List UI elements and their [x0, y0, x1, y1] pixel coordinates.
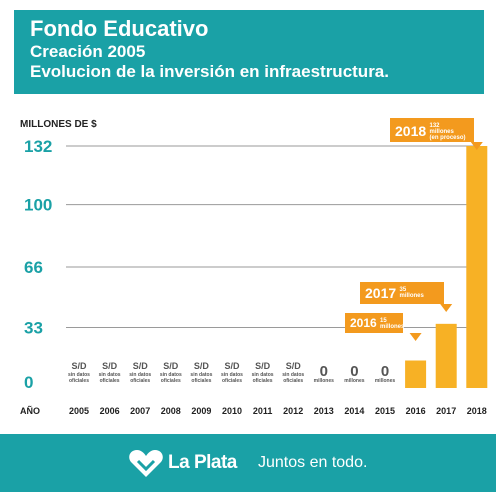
- bar-label-value: 0: [350, 363, 358, 380]
- bar-label-note: sin datos: [68, 372, 90, 378]
- callout-unit: millones: [430, 129, 455, 135]
- bar-label-note: sin datos: [252, 372, 274, 378]
- bar-label-note: oficiales: [161, 378, 181, 384]
- x-tick-label: 2007: [130, 406, 150, 416]
- x-tick-label: 2005: [69, 406, 89, 416]
- callout-pointer: [440, 304, 453, 312]
- x-tick-label: 2009: [191, 406, 211, 416]
- bar-chart: MILLONES DE $ 0 33 66 100 132 AÑO 2005 2006 2007 2…: [20, 118, 488, 416]
- bar-label-note: millones: [375, 378, 396, 384]
- bar-label-note: oficiales: [283, 378, 303, 384]
- bar-label-note: oficiales: [253, 378, 273, 384]
- x-axis-label: AÑO: [20, 406, 40, 416]
- x-tick-label: 2013: [314, 406, 334, 416]
- bar-label-sd: S/D: [102, 361, 118, 371]
- bar-label-note: sin datos: [190, 372, 212, 378]
- y-tick-label: 66: [24, 258, 43, 277]
- chart-subtitle-2: Evolucion de la inversión en infraestruc…: [30, 62, 389, 81]
- bar-label-note: oficiales: [130, 378, 150, 384]
- x-tick-label: 2018: [467, 406, 487, 416]
- callout-value: 132: [430, 123, 441, 129]
- bar-label-sd: S/D: [133, 361, 149, 371]
- callout-note: (en proceso): [430, 135, 466, 141]
- brand-name: La Plata: [168, 452, 237, 473]
- bar-label-note: oficiales: [191, 378, 211, 384]
- chart-title: Fondo Educativo: [30, 16, 209, 41]
- bar-label-note: sin datos: [282, 372, 304, 378]
- bar-label-sd: S/D: [71, 361, 87, 371]
- heart-icon: [129, 450, 163, 477]
- y-tick-label: 132: [24, 137, 52, 156]
- y-tick-label: 0: [24, 373, 33, 392]
- x-tick-label: 2011: [253, 406, 273, 416]
- bar: [435, 323, 457, 388]
- x-tick-label: 2012: [283, 406, 303, 416]
- bar-label-note: sin datos: [160, 372, 182, 378]
- callout-pointer: [470, 142, 483, 150]
- callout-year: 2016: [350, 316, 377, 330]
- bar-label-sd: S/D: [224, 361, 240, 371]
- bar-label-note: sin datos: [99, 372, 121, 378]
- x-tick-label: 2017: [436, 406, 456, 416]
- bar-label-sd: S/D: [255, 361, 271, 371]
- bar-label-sd: S/D: [286, 361, 302, 371]
- bar-label-sd: S/D: [163, 361, 179, 371]
- callout-value: 35: [400, 287, 407, 293]
- callout-year: 2018: [395, 123, 426, 139]
- bar-label-value: 0: [320, 363, 328, 380]
- bar: [405, 360, 427, 388]
- bar-label-note: sin datos: [221, 372, 243, 378]
- y-tick-label: 33: [24, 319, 43, 338]
- bar-label-note: millones: [314, 378, 335, 384]
- x-tick-label: 2010: [222, 406, 242, 416]
- x-tick-label: 2008: [161, 406, 181, 416]
- x-tick-label: 2014: [344, 406, 364, 416]
- bar-label-sd: S/D: [194, 361, 210, 371]
- bar-label-note: millones: [344, 378, 365, 384]
- y-axis-label: MILLONES DE $: [20, 119, 97, 130]
- bar-label-value: 0: [381, 363, 389, 380]
- bar-label-note: oficiales: [222, 378, 242, 384]
- x-tick-label: 2015: [375, 406, 395, 416]
- callout-box: [360, 282, 444, 304]
- bar: [466, 146, 488, 388]
- bar-label-note: sin datos: [129, 372, 151, 378]
- x-tick-label: 2006: [100, 406, 120, 416]
- y-tick-label: 100: [24, 196, 52, 215]
- callout-box: [390, 118, 474, 142]
- callout-box: [345, 313, 403, 333]
- callout-value: 15: [380, 318, 387, 324]
- brand-slogan: Juntos en todo.: [258, 454, 368, 471]
- bar-label-note: oficiales: [100, 378, 120, 384]
- callout-year: 2017: [365, 285, 396, 301]
- chart-header: Fondo Educativo Creación 2005 Evolucion …: [14, 10, 484, 94]
- x-tick-label: 2016: [406, 406, 426, 416]
- callout-pointer: [409, 333, 422, 341]
- footer-bar: La Plata Juntos en todo.: [0, 434, 496, 492]
- bar-label-note: oficiales: [69, 378, 89, 384]
- chart-subtitle: Creación 2005: [30, 42, 146, 61]
- callout-unit: millones: [380, 324, 405, 330]
- callout-unit: millones: [400, 293, 425, 299]
